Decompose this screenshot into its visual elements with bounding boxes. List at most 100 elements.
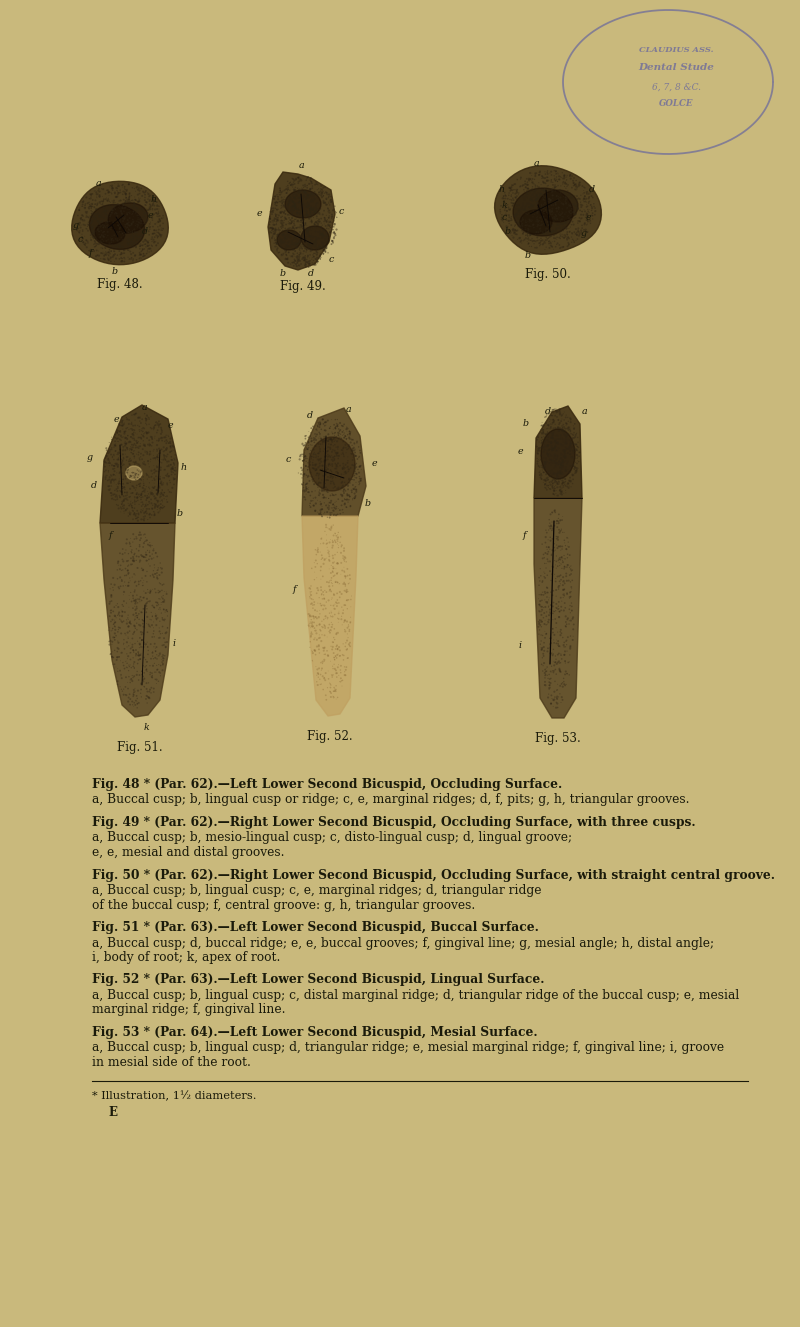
Point: [575, 222, 588, 243]
Point: [270, 212, 283, 234]
Point: [313, 600, 326, 621]
Point: [342, 456, 354, 478]
Point: [134, 645, 146, 666]
Point: [114, 660, 126, 681]
Point: [305, 207, 318, 228]
Point: [130, 226, 143, 247]
Point: [320, 495, 333, 516]
Point: [530, 186, 542, 207]
Point: [558, 556, 571, 577]
Point: [270, 232, 283, 253]
Point: [124, 447, 137, 468]
Point: [134, 468, 146, 490]
Point: [114, 677, 126, 698]
Point: [132, 507, 145, 528]
Point: [554, 625, 567, 646]
Point: [346, 488, 359, 510]
Point: [308, 569, 321, 591]
Point: [338, 482, 350, 503]
Point: [134, 235, 147, 256]
Point: [342, 476, 354, 498]
Point: [567, 441, 580, 462]
Point: [335, 597, 348, 618]
Point: [325, 602, 338, 624]
Point: [293, 182, 306, 203]
Point: [543, 677, 556, 698]
Point: [286, 174, 298, 195]
Point: [270, 232, 282, 253]
Point: [143, 216, 156, 238]
Point: [559, 224, 572, 245]
Point: [529, 180, 542, 202]
Point: [342, 573, 355, 594]
Point: [336, 421, 349, 442]
Point: [93, 198, 106, 219]
Point: [546, 556, 558, 577]
Point: [128, 616, 141, 637]
Point: [330, 462, 343, 483]
Point: [318, 650, 330, 671]
Point: [543, 231, 556, 252]
Point: [296, 446, 309, 467]
Point: [118, 565, 131, 587]
Point: [326, 614, 338, 636]
Point: [315, 182, 328, 203]
Point: [579, 219, 592, 240]
Point: [323, 216, 336, 238]
Point: [586, 196, 598, 218]
Point: [541, 442, 554, 463]
Point: [141, 422, 154, 443]
Point: [136, 409, 149, 430]
Point: [290, 183, 302, 204]
Point: [116, 198, 129, 219]
Point: [557, 220, 570, 242]
Point: [116, 455, 129, 476]
Point: [341, 421, 354, 442]
Point: [106, 183, 118, 204]
Point: [546, 236, 558, 257]
Point: [102, 475, 114, 496]
Point: [563, 665, 576, 686]
Point: [128, 186, 141, 207]
Point: [148, 503, 161, 524]
Point: [562, 218, 575, 239]
Point: [294, 228, 307, 249]
Point: [321, 640, 334, 661]
Point: [99, 216, 112, 238]
Point: [339, 426, 352, 447]
Point: [153, 198, 166, 219]
Point: [138, 245, 150, 267]
Point: [118, 178, 131, 199]
Point: [293, 224, 306, 245]
Point: [133, 180, 146, 202]
Point: [562, 626, 574, 648]
Point: [304, 235, 317, 256]
Point: [330, 646, 342, 667]
Point: [560, 539, 573, 560]
Point: [326, 529, 339, 551]
Point: [151, 499, 164, 520]
Point: [553, 565, 566, 587]
Point: [562, 410, 574, 431]
Point: [136, 418, 149, 439]
Point: [297, 472, 310, 494]
Point: [125, 426, 138, 447]
Point: [528, 180, 541, 202]
Point: [562, 210, 574, 231]
Point: [90, 220, 102, 242]
Point: [116, 232, 129, 253]
Point: [300, 239, 313, 260]
Point: [150, 565, 163, 587]
Point: [122, 575, 134, 596]
Point: [90, 227, 102, 248]
Point: [318, 210, 331, 231]
Point: [108, 240, 121, 261]
Point: [157, 484, 170, 506]
Point: [146, 194, 159, 215]
Point: [289, 194, 302, 215]
Point: [338, 459, 350, 480]
Point: [277, 231, 290, 252]
Point: [567, 441, 580, 462]
Point: [146, 223, 159, 244]
Point: [528, 182, 541, 203]
